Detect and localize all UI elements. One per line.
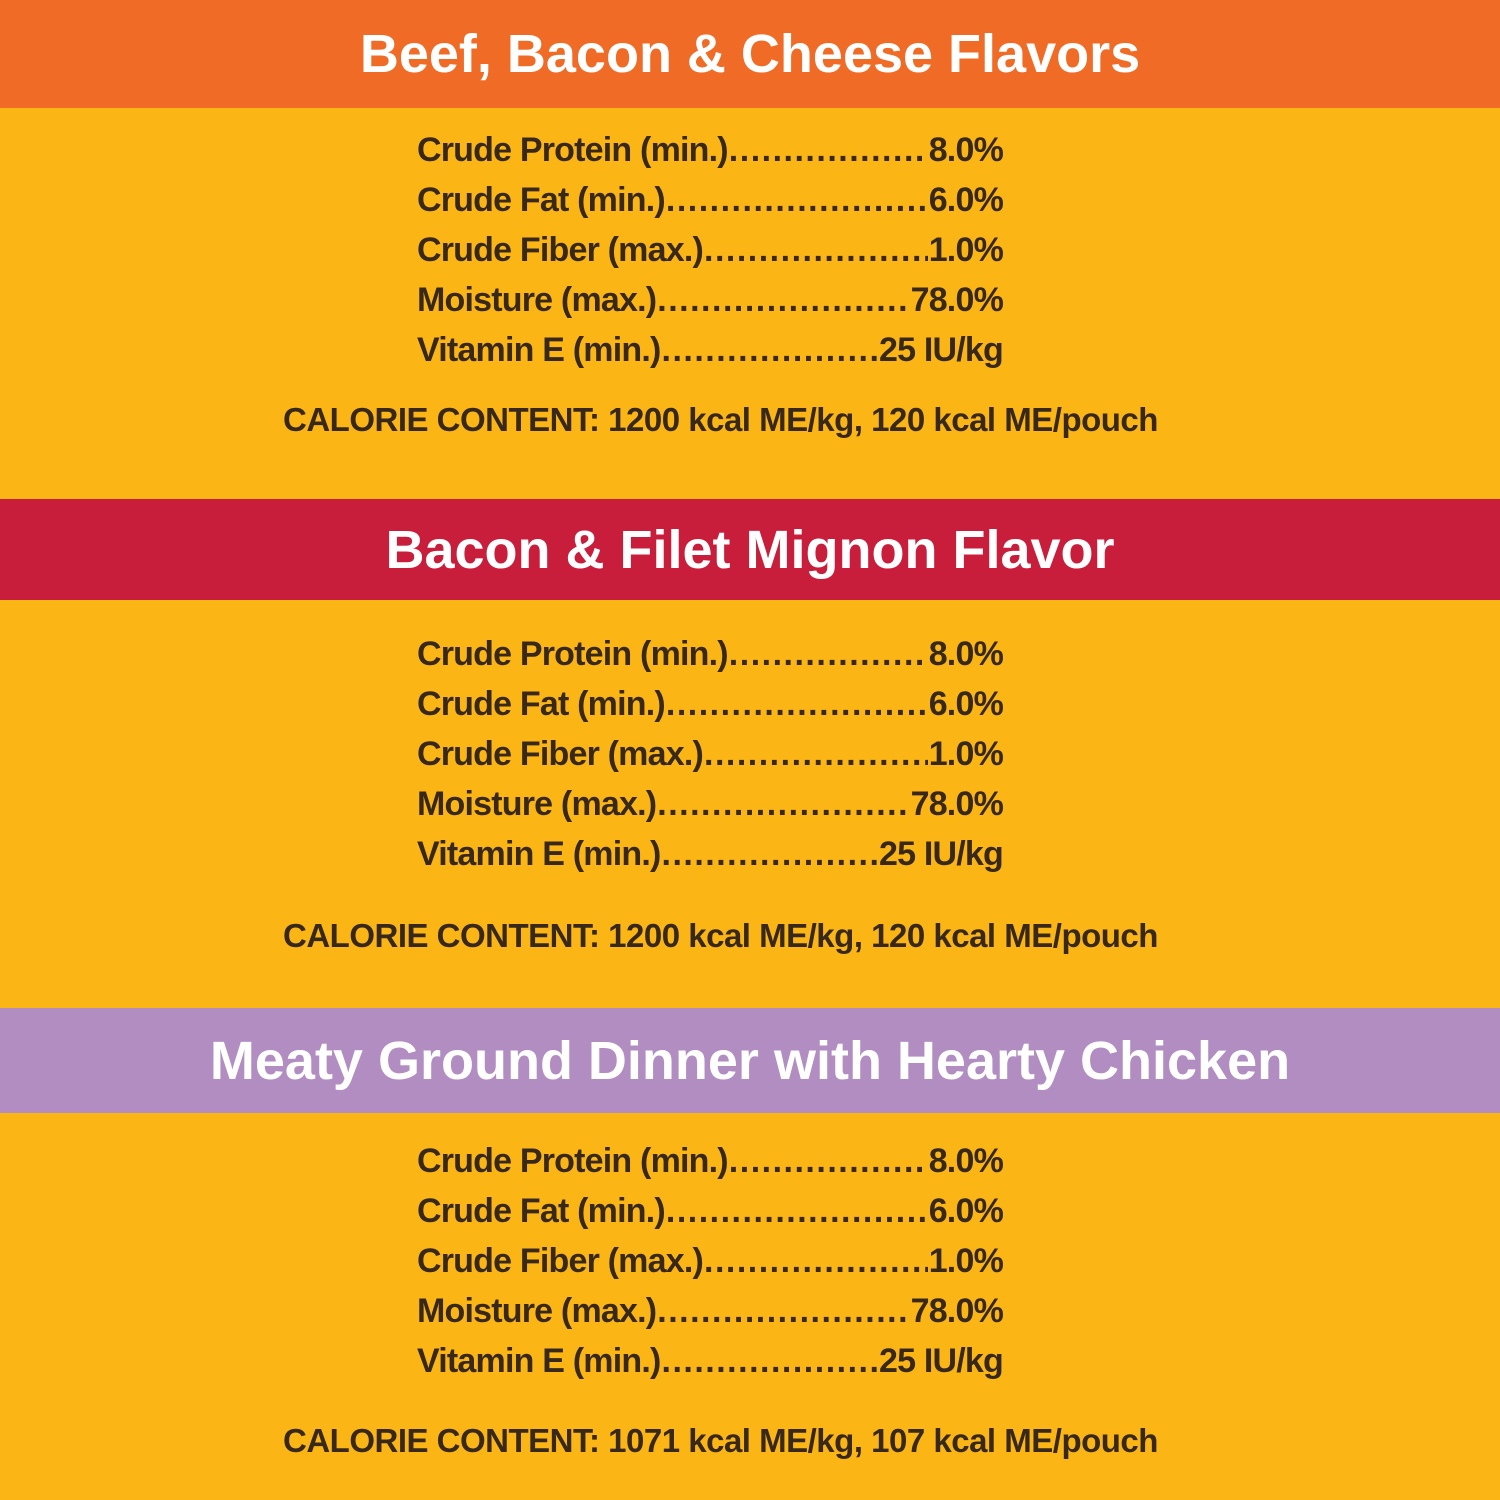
nutrient-value: 78.0% bbox=[910, 281, 1004, 319]
nutrient-value: 78.0% bbox=[910, 785, 1004, 823]
dot-leader bbox=[662, 1336, 879, 1386]
dot-leader bbox=[666, 679, 928, 729]
nutrient-row: Moisture (max.) 78.0% bbox=[417, 275, 1004, 325]
dot-leader bbox=[666, 1186, 928, 1236]
dot-leader bbox=[729, 125, 928, 175]
nutrient-row: Crude Fat (min.) 6.0% bbox=[417, 1186, 1004, 1236]
guaranteed-analysis-3: Crude Protein (min.) 8.0% Crude Fat (min.… bbox=[417, 1136, 1004, 1386]
nutrient-label: Moisture (max.) bbox=[417, 281, 657, 319]
nutrient-value: 1.0% bbox=[928, 735, 1004, 773]
dot-leader bbox=[657, 779, 909, 829]
dot-leader bbox=[662, 325, 879, 375]
nutrient-label: Crude Fiber (max.) bbox=[417, 1242, 704, 1280]
nutrient-value: 25 IU/kg bbox=[879, 331, 1004, 369]
nutrient-row: Crude Fiber (max.) 1.0% bbox=[417, 1236, 1004, 1286]
nutrient-value: 1.0% bbox=[928, 231, 1004, 269]
dot-leader bbox=[662, 829, 879, 879]
nutrient-label: Crude Protein (min.) bbox=[417, 131, 729, 169]
nutrient-label: Crude Fiber (max.) bbox=[417, 735, 704, 773]
dot-leader bbox=[704, 729, 928, 779]
nutrient-row: Vitamin E (min.) 25 IU/kg bbox=[417, 829, 1004, 879]
flavor-title-2: Bacon & Filet Mignon Flavor bbox=[385, 519, 1115, 580]
nutrient-value: 6.0% bbox=[928, 1192, 1004, 1230]
guaranteed-analysis-1: Crude Protein (min.) 8.0% Crude Fat (min.… bbox=[417, 125, 1004, 375]
flavor-banner-1: Beef, Bacon & Cheese Flavors bbox=[0, 0, 1500, 108]
dot-leader bbox=[729, 629, 928, 679]
guaranteed-analysis-2: Crude Protein (min.) 8.0% Crude Fat (min.… bbox=[417, 629, 1004, 879]
dot-leader bbox=[729, 1136, 928, 1186]
calorie-content-2: CALORIE CONTENT: 1200 kcal ME/kg, 120 kc… bbox=[283, 917, 1158, 954]
nutrient-label: Crude Fat (min.) bbox=[417, 1192, 666, 1230]
nutrient-row: Crude Protein (min.) 8.0% bbox=[417, 629, 1004, 679]
nutrient-value: 25 IU/kg bbox=[879, 835, 1004, 873]
nutrient-label: Crude Fat (min.) bbox=[417, 685, 666, 723]
flavor-banner-3: Meaty Ground Dinner with Hearty Chicken bbox=[0, 1008, 1500, 1113]
dot-leader bbox=[666, 175, 928, 225]
nutrient-value: 6.0% bbox=[928, 685, 1004, 723]
calorie-content-1: CALORIE CONTENT: 1200 kcal ME/kg, 120 kc… bbox=[283, 401, 1158, 438]
nutrient-row: Crude Fiber (max.) 1.0% bbox=[417, 729, 1004, 779]
nutrient-row: Crude Fat (min.) 6.0% bbox=[417, 679, 1004, 729]
calorie-content-3: CALORIE CONTENT: 1071 kcal ME/kg, 107 kc… bbox=[283, 1422, 1158, 1459]
dot-leader bbox=[657, 275, 909, 325]
nutrient-value: 78.0% bbox=[910, 1292, 1004, 1330]
nutrient-row: Crude Protein (min.) 8.0% bbox=[417, 1136, 1004, 1186]
flavor-title-3: Meaty Ground Dinner with Hearty Chicken bbox=[209, 1030, 1291, 1091]
nutrient-row: Vitamin E (min.) 25 IU/kg bbox=[417, 1336, 1004, 1386]
dot-leader bbox=[704, 225, 928, 275]
nutrient-row: Crude Protein (min.) 8.0% bbox=[417, 125, 1004, 175]
nutrient-value: 1.0% bbox=[928, 1242, 1004, 1280]
nutrient-label: Vitamin E (min.) bbox=[417, 835, 661, 873]
flavor-title-1: Beef, Bacon & Cheese Flavors bbox=[359, 24, 1141, 84]
dot-leader bbox=[704, 1236, 928, 1286]
nutrient-row: Crude Fiber (max.) 1.0% bbox=[417, 225, 1004, 275]
nutrient-row: Vitamin E (min.) 25 IU/kg bbox=[417, 325, 1004, 375]
dot-leader bbox=[657, 1286, 909, 1336]
nutrient-label: Crude Fiber (max.) bbox=[417, 231, 704, 269]
nutrient-value: 8.0% bbox=[928, 131, 1004, 169]
nutrient-value: 8.0% bbox=[928, 1142, 1004, 1180]
nutrient-row: Moisture (max.) 78.0% bbox=[417, 1286, 1004, 1336]
nutrient-label: Vitamin E (min.) bbox=[417, 331, 661, 369]
nutrient-value: 6.0% bbox=[928, 181, 1004, 219]
nutrient-label: Crude Protein (min.) bbox=[417, 1142, 729, 1180]
nutrient-label: Vitamin E (min.) bbox=[417, 1342, 661, 1380]
nutrient-value: 25 IU/kg bbox=[879, 1342, 1004, 1380]
nutrient-row: Moisture (max.) 78.0% bbox=[417, 779, 1004, 829]
nutrient-row: Crude Fat (min.) 6.0% bbox=[417, 175, 1004, 225]
flavor-banner-2: Bacon & Filet Mignon Flavor bbox=[0, 499, 1500, 600]
nutrient-label: Moisture (max.) bbox=[417, 1292, 657, 1330]
nutrient-label: Crude Protein (min.) bbox=[417, 635, 729, 673]
nutrient-value: 8.0% bbox=[928, 635, 1004, 673]
nutrient-label: Moisture (max.) bbox=[417, 785, 657, 823]
nutrient-label: Crude Fat (min.) bbox=[417, 181, 666, 219]
